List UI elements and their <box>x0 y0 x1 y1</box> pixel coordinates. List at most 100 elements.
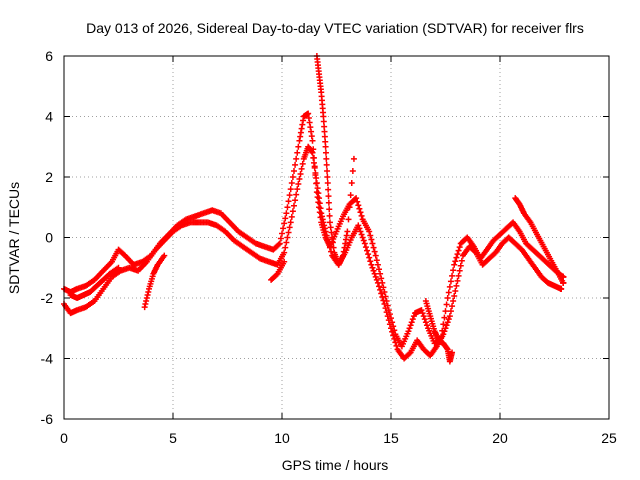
x-axis-label: GPS time / hours <box>282 457 389 473</box>
data-point <box>365 251 372 258</box>
data-point <box>364 247 371 254</box>
x-tick-labels: 0 5 10 15 20 25 <box>60 430 617 446</box>
data-point <box>449 349 456 356</box>
data-point <box>381 301 388 308</box>
data-point <box>377 286 384 293</box>
data-point <box>368 236 375 243</box>
data-point <box>453 282 460 289</box>
data-point <box>374 279 381 286</box>
data-point <box>354 198 361 205</box>
data-point <box>367 232 374 239</box>
data-point <box>281 220 288 227</box>
data-point <box>285 198 292 205</box>
data-point <box>361 240 368 247</box>
data-point <box>386 321 393 328</box>
data-point <box>381 288 388 295</box>
data-point <box>280 225 287 232</box>
data-point <box>380 297 387 304</box>
data-point <box>382 305 389 312</box>
x-tick-label: 10 <box>274 430 290 446</box>
data-point <box>454 277 461 284</box>
data-point <box>369 240 376 247</box>
data-point <box>321 123 328 130</box>
data-point <box>446 283 453 290</box>
data-point <box>558 285 565 292</box>
data-point <box>288 180 295 187</box>
data-point <box>326 212 333 219</box>
data-point <box>314 185 321 192</box>
data-point <box>367 258 374 265</box>
data-point <box>321 133 328 140</box>
data-point <box>292 197 299 204</box>
data-point <box>444 319 451 326</box>
data-point <box>371 270 378 277</box>
grid-lines <box>64 56 609 419</box>
y-axis-label: SDTVAR / TECUs <box>6 182 22 294</box>
data-point <box>281 249 288 256</box>
data-points <box>61 53 567 365</box>
data-point <box>451 292 458 299</box>
data-point <box>366 228 373 235</box>
y-tick-label: 4 <box>45 109 53 125</box>
data-point <box>282 215 289 222</box>
data-point <box>406 325 413 332</box>
data-point <box>457 262 464 269</box>
data-point <box>325 186 332 193</box>
data-point <box>443 301 450 308</box>
data-point <box>282 244 289 251</box>
data-point <box>441 328 448 335</box>
data-point <box>471 248 478 255</box>
data-point <box>450 298 457 305</box>
data-point <box>286 224 293 231</box>
data-point <box>325 240 332 247</box>
data-point <box>410 313 417 320</box>
data-point <box>418 307 425 314</box>
data-point <box>329 239 336 246</box>
data-point <box>408 319 415 326</box>
data-point <box>276 240 283 247</box>
data-point <box>325 193 332 200</box>
data-point <box>313 175 320 182</box>
data-point <box>277 235 284 242</box>
data-point <box>325 199 332 206</box>
data-point <box>324 180 331 187</box>
data-point <box>320 113 327 120</box>
data-point <box>324 167 331 174</box>
y-tick-label: -6 <box>41 411 54 427</box>
data-point <box>378 290 385 297</box>
data-point <box>355 222 362 229</box>
data-point <box>371 248 378 255</box>
data-point <box>357 209 364 216</box>
data-point <box>392 339 399 346</box>
data-point <box>327 224 334 231</box>
data-point <box>321 128 328 135</box>
data-point <box>370 267 377 274</box>
data-point <box>447 308 454 315</box>
data-point <box>323 232 330 239</box>
data-point <box>455 272 462 279</box>
data-point <box>357 228 364 235</box>
data-point <box>385 317 392 324</box>
data-point <box>350 155 357 162</box>
data-point <box>326 206 333 213</box>
data-point <box>285 229 292 236</box>
data-point <box>273 271 280 278</box>
data-point <box>372 252 379 259</box>
data-point <box>296 176 303 183</box>
data-point <box>328 229 335 236</box>
data-point <box>441 314 448 321</box>
data-point <box>322 143 329 150</box>
data-point <box>373 276 380 283</box>
data-point <box>313 180 320 187</box>
data-point <box>421 316 428 323</box>
x-tick-label: 0 <box>60 430 68 446</box>
data-point <box>445 316 452 323</box>
data-point <box>390 332 397 339</box>
data-point <box>442 325 449 332</box>
data-point <box>444 295 451 301</box>
data-point <box>288 213 295 220</box>
data-point <box>312 169 319 176</box>
data-point <box>355 202 362 209</box>
data-point <box>289 208 296 215</box>
data-point <box>115 264 122 271</box>
